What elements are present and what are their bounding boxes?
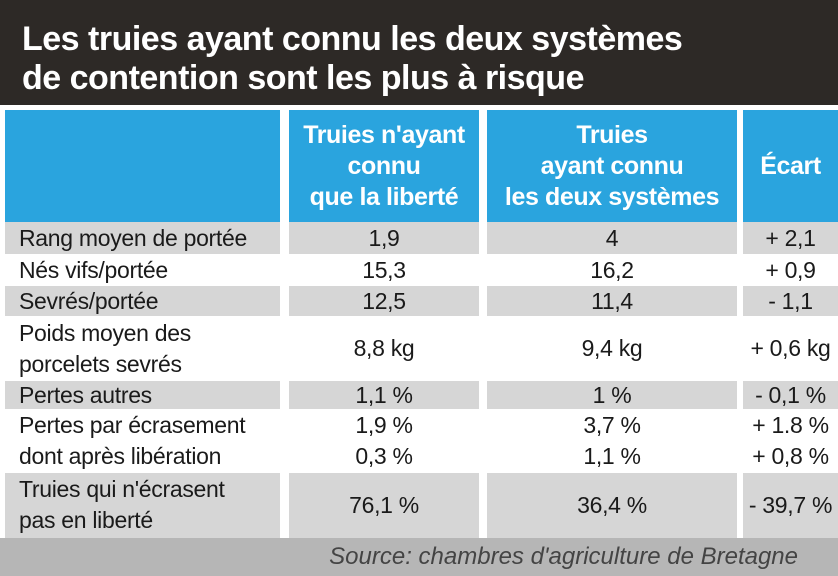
cell-liberte: 1,9 — [368, 225, 400, 251]
header-col-liberte: Truies n'ayant connu que la liberté — [289, 110, 479, 222]
row-divider — [0, 254, 838, 256]
cell-ecart: + 0,9 — [765, 256, 816, 283]
row-divider — [0, 316, 838, 318]
header-col-deux-systemes-line: les deux systèmes — [504, 182, 720, 211]
row-label: Nés vifs/portée — [5, 255, 280, 285]
cell-deux-systemes: 36,4 % — [577, 491, 647, 518]
row-label: Poids moyen des porcelets sevrés — [5, 317, 280, 380]
cell-liberte: 8,8 kg — [353, 335, 415, 361]
row-divider — [0, 409, 838, 411]
cell-deux-systemes: 11,4 — [591, 287, 633, 314]
cell-ecart: + 2,1 — [765, 225, 816, 251]
source-note: Source: chambres d'agriculture de Bretag… — [0, 538, 838, 576]
row-label-line: Nés vifs/portée — [19, 256, 168, 283]
cell-ecart: - 0,1 % — [755, 381, 826, 408]
row-label-line: porcelets sevrés — [19, 350, 182, 377]
header-col-liberte-line: que la liberté — [309, 182, 459, 211]
row-label: dont après libération — [5, 441, 280, 472]
table-row: Pertes autres 1,1 % 1 % - 0,1 % — [0, 380, 838, 410]
row-label-line: Truies qui n'écrasent — [19, 476, 225, 502]
row-label-line: Sevrés/portée — [19, 287, 159, 314]
cell-liberte: 12,5 — [362, 287, 406, 314]
cell-deux-systemes: 9,4 kg — [581, 335, 643, 361]
row-label-line: Pertes par écrasement — [19, 412, 246, 438]
table-row: Nés vifs/portée 15,3 16,2 + 0,9 — [0, 255, 838, 285]
cell-liberte: 1,9 % — [355, 412, 413, 438]
cell-liberte: 1,1 % — [355, 381, 413, 408]
header-col-ecart: Écart — [743, 110, 838, 222]
cell-ecart: + 1.8 % — [752, 412, 829, 438]
cell-liberte: 76,1 % — [349, 491, 419, 518]
table-row: Sevrés/portée 12,5 11,4 - 1,1 — [0, 285, 838, 317]
cell-liberte: 0,3 % — [355, 443, 413, 469]
cell-liberte: 15,3 — [362, 256, 406, 283]
cell-ecart: - 1,1 — [768, 287, 813, 314]
table-title: Les truies ayant connu les deux systèmes… — [0, 0, 838, 105]
row-label: Pertes par écrasement — [5, 410, 280, 441]
title-line-2: de contention sont les plus à risque — [22, 59, 584, 97]
row-label-line: Pertes autres — [19, 381, 152, 408]
row-label-line: pas en liberté — [19, 507, 153, 533]
row-label-line: dont après libération — [19, 443, 222, 469]
row-divider — [0, 379, 838, 381]
table-row: Rang moyen de portée 1,9 4 + 2,1 — [0, 222, 838, 255]
header-col-liberte-line: connu — [347, 151, 421, 180]
cell-ecart: - 39,7 % — [748, 491, 833, 518]
row-label-line: Poids moyen des — [19, 319, 191, 346]
cell-deux-systemes: 3,7 % — [583, 412, 641, 438]
title-line-1: Les truies ayant connu les deux systèmes — [22, 20, 683, 58]
row-divider — [0, 471, 838, 473]
header-col-deux-systemes: Truies ayant connu les deux systèmes — [487, 110, 737, 222]
table-row: Poids moyen des porcelets sevrés 8,8 kg … — [0, 317, 838, 380]
cell-deux-systemes: 4 — [605, 225, 619, 251]
table-row: Truies qui n'écrasent pas en liberté 76,… — [0, 472, 838, 538]
cell-ecart: + 0,6 kg — [750, 335, 831, 361]
header-col-liberte-line: Truies n'ayant — [303, 120, 465, 149]
row-label: Sevrés/portée — [5, 285, 280, 317]
cell-deux-systemes: 16,2 — [590, 256, 634, 283]
row-label: Truies qui n'écrasent pas en liberté — [5, 472, 280, 538]
row-divider — [0, 284, 838, 286]
header-col-deux-systemes-line: ayant connu — [540, 151, 684, 180]
cell-ecart: + 0,8 % — [752, 443, 829, 469]
table-row: Pertes par écrasement 1,9 % 3,7 % + 1.8 … — [0, 410, 838, 441]
header-col-deux-systemes-line: Truies — [576, 120, 648, 149]
cell-deux-systemes: 1 % — [592, 381, 632, 408]
header-label-cell — [5, 110, 280, 222]
row-label: Pertes autres — [5, 380, 280, 410]
cell-deux-systemes: 1,1 % — [583, 443, 641, 469]
row-label-line: Rang moyen de portée — [19, 225, 247, 251]
header-col-ecart-line: Écart — [760, 151, 821, 180]
row-label: Rang moyen de portée — [5, 222, 280, 255]
table-row: dont après libération 0,3 % 1,1 % + 0,8 … — [0, 441, 838, 472]
table-header: Truies n'ayant connu que la liberté Trui… — [0, 105, 838, 222]
